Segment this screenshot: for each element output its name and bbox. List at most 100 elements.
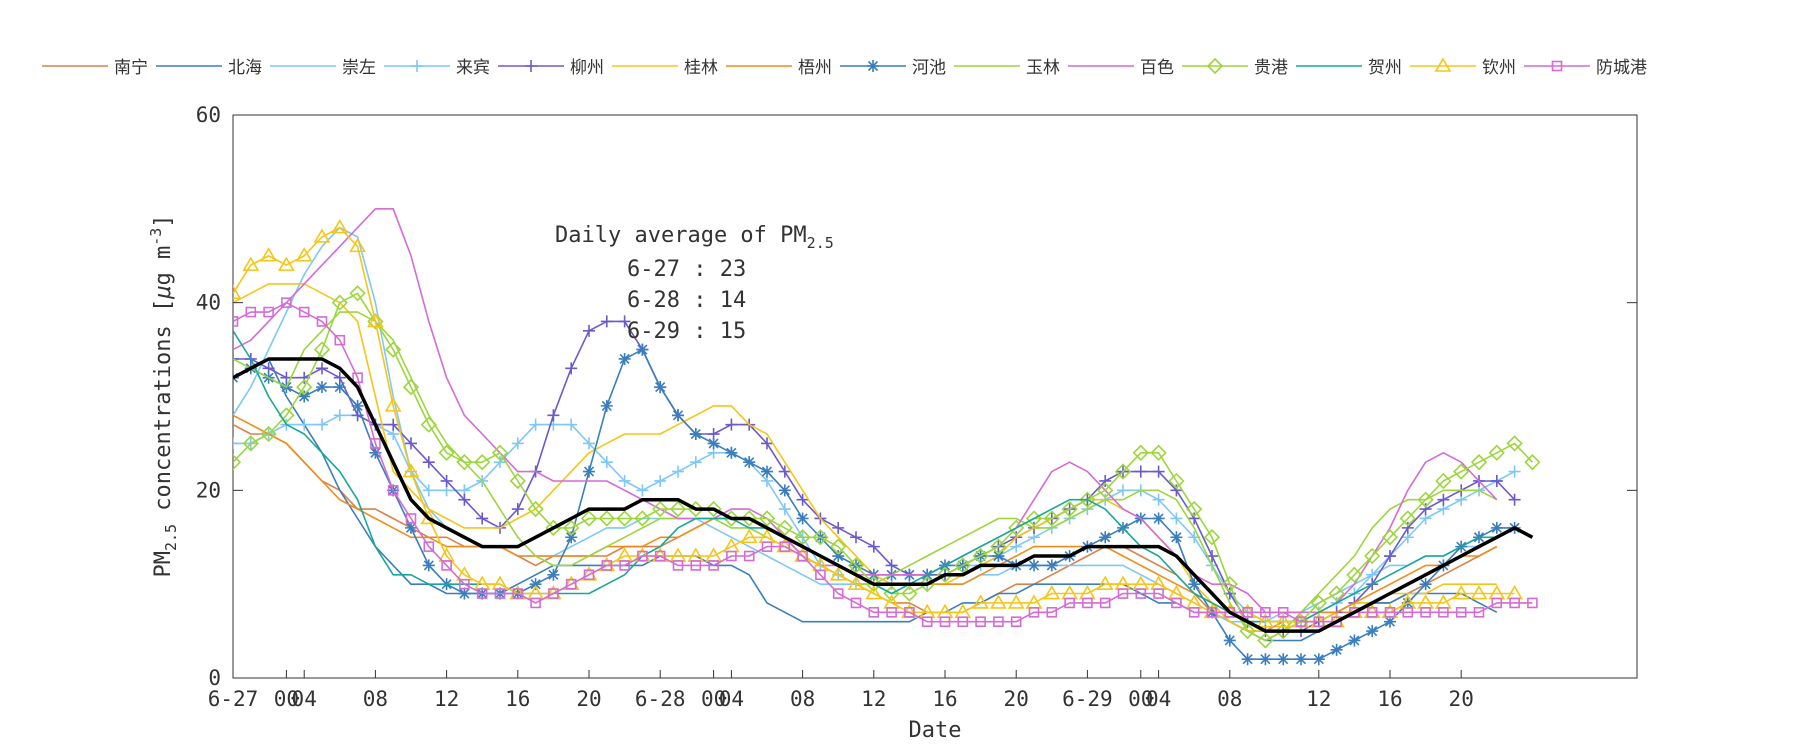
data-point — [1061, 500, 1078, 518]
data-point — [796, 512, 809, 525]
data-point — [1330, 643, 1343, 656]
x-tick-label: 20 — [1004, 687, 1029, 711]
data-point — [1435, 594, 1452, 609]
data-point — [473, 575, 491, 590]
x-tick-label: 6-27 — [208, 687, 259, 711]
series-average — [233, 357, 1534, 633]
data-point — [1417, 594, 1434, 609]
data-point — [1381, 529, 1399, 546]
data-point — [1399, 510, 1416, 527]
data-point — [689, 456, 702, 469]
data-point — [708, 560, 719, 571]
data-point — [298, 418, 311, 431]
data-point — [369, 446, 382, 459]
data-point — [316, 316, 328, 327]
data-point — [993, 616, 1004, 628]
data-point — [1401, 521, 1414, 534]
data-point — [411, 60, 423, 72]
series-line — [233, 358, 1498, 642]
data-point — [1152, 465, 1165, 478]
data-point — [440, 474, 453, 487]
data-point — [1551, 60, 1563, 72]
data-point — [1509, 597, 1520, 609]
data-point — [1438, 607, 1449, 618]
data-point — [1524, 454, 1541, 471]
data-point — [725, 418, 738, 431]
data-point — [705, 547, 722, 562]
series-line — [233, 414, 1498, 623]
data-point — [1043, 510, 1060, 527]
data-point — [1434, 57, 1452, 72]
legend-item: 防城港 — [1524, 58, 1647, 78]
data-point — [1437, 493, 1450, 506]
data-point — [441, 560, 452, 571]
data-point — [565, 531, 578, 544]
data-point — [387, 418, 400, 431]
data-point — [954, 557, 971, 574]
data-point — [1170, 512, 1183, 525]
data-point — [867, 60, 879, 72]
annotation-line-1: 6-27 : 23 — [627, 257, 746, 282]
y-tick-label: 60 — [196, 103, 221, 127]
x-tick-label: 12 — [434, 687, 459, 711]
legend-item: 南宁 — [42, 58, 148, 78]
data-point — [1490, 521, 1503, 534]
data-point — [654, 550, 666, 562]
data-point — [529, 418, 542, 431]
data-point — [367, 313, 384, 330]
x-tick-label: 20 — [576, 687, 601, 711]
data-point — [1045, 559, 1058, 572]
data-point — [385, 341, 402, 358]
data-point — [316, 381, 328, 394]
data-point — [1043, 584, 1061, 600]
data-point — [618, 474, 631, 487]
data-point — [476, 512, 489, 525]
data-point — [1114, 463, 1132, 480]
data-point — [1349, 607, 1360, 618]
data-point — [1328, 585, 1345, 602]
x-tick-label: 6-29 — [1062, 687, 1113, 711]
data-point — [1366, 625, 1379, 638]
data-point — [1224, 607, 1236, 618]
data-point — [904, 607, 915, 618]
data-point — [260, 247, 277, 262]
data-point — [1099, 597, 1111, 609]
data-point — [580, 510, 598, 527]
data-point — [1206, 57, 1224, 75]
data-point — [972, 594, 989, 609]
data-point — [420, 416, 437, 433]
series-北海 — [233, 358, 1498, 642]
x-tick-label: 20 — [1449, 687, 1474, 711]
legend-item: 柳州 — [498, 58, 604, 78]
data-point — [619, 560, 630, 571]
data-point — [1435, 472, 1452, 490]
data-point — [1331, 616, 1342, 628]
data-point — [794, 529, 811, 546]
data-point — [1364, 547, 1381, 565]
data-point — [725, 446, 738, 459]
data-point — [565, 578, 577, 590]
x-tick-label: 12 — [861, 687, 886, 711]
data-point — [334, 334, 346, 346]
data-point — [1455, 607, 1467, 618]
data-point — [761, 541, 773, 552]
data-point — [387, 485, 399, 496]
series-钦州 — [233, 219, 1523, 628]
series-防城港 — [233, 297, 1538, 628]
data-point — [796, 493, 809, 506]
x-tick-label: 08 — [363, 687, 388, 711]
data-point — [758, 510, 776, 527]
legend-label: 河池 — [912, 58, 946, 78]
data-point — [598, 510, 615, 527]
legend-label: 南宁 — [114, 58, 148, 78]
data-point — [1491, 597, 1503, 609]
data-point — [1275, 622, 1292, 640]
data-point — [957, 616, 969, 628]
data-point — [847, 557, 865, 574]
data-point — [458, 587, 471, 600]
data-point — [672, 560, 684, 571]
data-point — [812, 529, 829, 546]
legend-label: 贺州 — [1368, 58, 1402, 78]
x-tick-label: 00 — [1128, 687, 1153, 711]
data-point — [1420, 607, 1431, 618]
